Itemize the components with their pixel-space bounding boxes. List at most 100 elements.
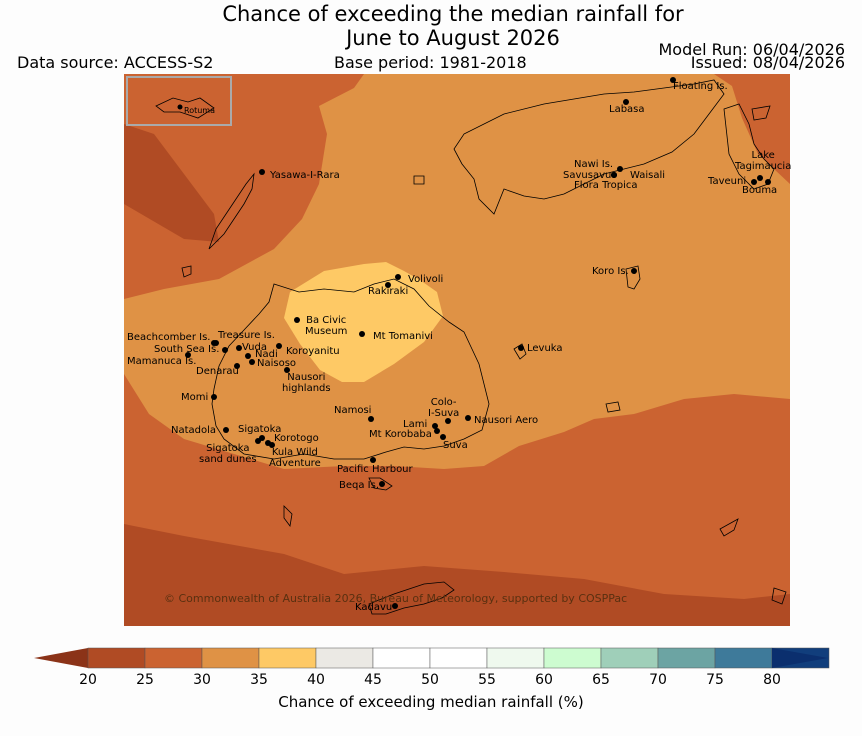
rainfall-map: Rotuma © Commonwealth of Australia 2026,… [124,74,790,626]
copyright-notice: © Commonwealth of Australia 2026, Bureau… [164,592,628,605]
south-sea-marker [222,347,228,353]
beqa-island [368,477,393,491]
bouma-marker [765,179,771,185]
colorbar-segment [543,647,602,669]
koroyanitu-label: Koroyanitu [286,346,340,357]
suva-marker [440,434,446,440]
kula-marker [269,442,275,448]
koro-island [625,265,641,290]
pacific-harbour-label: Pacific Harbour [337,464,413,475]
yasawa-marker [259,169,265,175]
band-20-25-west [124,124,219,242]
small-island-2 [605,401,621,413]
floating-is-label: Floating Is. [673,81,728,92]
colorbar-tick-label: 40 [307,672,325,688]
colorbar-segment [201,647,260,669]
nausori-aero-label: Nausori Aero [474,415,539,426]
labasa-label: Labasa [609,104,645,115]
lau-island-1 [719,518,739,537]
colorbar [34,647,830,669]
colorbar-tick-label: 25 [136,672,154,688]
lake-tag-label: Lake Tagimaucia [735,150,792,172]
colorbar-tick-label: 60 [535,672,553,688]
sigatoka-dunes-label: Sigatoka sand dunes [199,443,257,465]
savusavu-label: Savusavu [563,170,612,181]
lami-label: Lami [403,419,428,430]
kula-label: Kula Wild Adventure [269,447,321,469]
namosi-marker [368,416,374,422]
natadola-label: Natadola [171,425,217,436]
kadavu-coast [368,581,455,615]
kadavu-marker [392,603,398,609]
map-canvas [124,74,790,626]
namosi-label: Namosi [334,405,372,416]
base-period: Base period: 1981-2018 [334,53,527,72]
korotogo-label: Korotogo [274,433,319,444]
tomanivi-label: Mt Tomanivi [373,331,433,342]
nawi-label: Nawi Is. [574,159,614,170]
labasa-marker [623,99,629,105]
beqa-label: Beqa Is. [339,480,380,491]
colorbar-segments [87,647,830,669]
vatulele-island [283,505,293,527]
band-30-35 [124,74,790,469]
levuka-label: Levuka [527,343,563,354]
korobaba-label: Mt Korobaba [369,429,432,440]
sigatoka-dunes-marker [255,438,261,444]
mamanuca-marker [185,352,191,358]
nawi-marker [617,166,623,172]
band-35-40 [284,262,443,382]
koroyanitu-marker [276,343,282,349]
chart-title-line2: June to August 2026 [346,26,560,50]
naisoso-label: Naisoso [257,358,297,369]
rotuma-label: Rotuma [184,106,215,115]
colorbar-segment [600,647,659,669]
koro-label: Koro Is. [592,266,629,277]
waisali-label: Waisali [630,170,666,181]
small-island-3 [181,265,192,278]
small-island-1 [413,175,425,185]
lake-tag-marker [757,175,763,181]
yasawa-label: Yasawa-I-Rara [270,170,340,181]
pacific-harbour-marker [370,457,376,463]
colo-suva-label: Colo- I-Suva [428,397,460,419]
colorbar-segment [87,647,146,669]
rakiraki-label: Rakiraki [368,286,409,297]
colorbar-segment [486,647,545,669]
flora-label: Flora Tropica [574,180,638,191]
colorbar-segment [144,647,203,669]
korobaba-marker [434,428,440,434]
denarau-label: Denarau [196,366,239,377]
colo-suva-marker [445,418,451,424]
natadola-marker [223,427,229,433]
ba-civic-label: Ba Civic Museum [305,315,348,337]
ba-civic-marker [294,317,300,323]
yasawa-chain [208,172,255,250]
issued-date: Issued: 08/04/2026 [690,53,845,72]
colorbar-tick-label: 70 [649,672,667,688]
rotuma-inset: Rotuma [126,76,232,126]
colorbar-tick-label: 65 [592,672,610,688]
colorbar-tick-label: 80 [763,672,781,688]
colorbar-tick-label: 75 [706,672,724,688]
kadavu-label: Kadavu [355,602,393,613]
colorbar-segment [315,647,374,669]
treasure-label: Treasure Is. [218,330,275,341]
taveuni-label: Taveuni [708,176,747,187]
floating-is-marker [670,77,676,83]
colorbar-tick-label: 55 [478,672,496,688]
nausori-hl-label: Nausori highlands [282,372,331,394]
rakiraki-marker [385,282,391,288]
colorbar-segment [258,647,317,669]
south-sea-label: South Sea Is. [154,344,220,355]
denarau-marker [234,363,240,369]
colorbar-segment [429,647,488,669]
treasure-marker [213,340,219,346]
lami-marker [432,423,438,429]
beachcomber-label: Beachcomber Is. [127,332,211,343]
naisoso-marker [249,359,255,365]
flora-marker [611,172,617,178]
sigatoka-marker [259,435,265,441]
tomanivi-marker [359,331,365,337]
colorbar-segment [714,647,773,669]
